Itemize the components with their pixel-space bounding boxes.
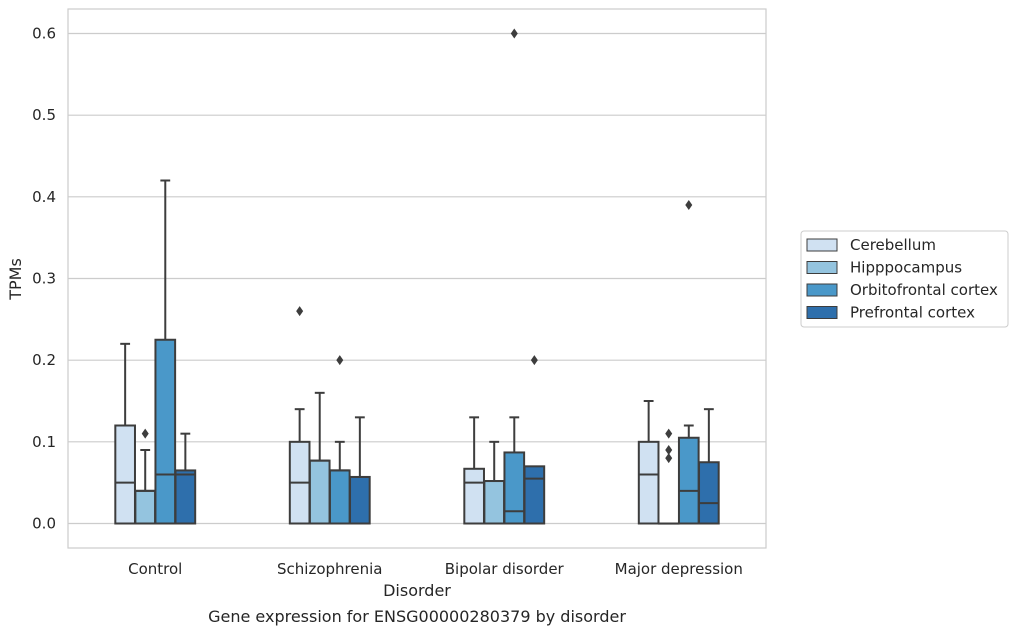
x-axis-title: Disorder xyxy=(383,581,451,600)
box-body xyxy=(308,459,331,525)
outlier-point xyxy=(665,445,673,455)
outlier-point xyxy=(530,355,538,366)
legend-items: Cerebellum Hipppocampus Orbitofrontal cort… xyxy=(806,236,998,322)
box-prefrontal-cortex xyxy=(349,416,371,525)
legend-swatch xyxy=(806,283,838,297)
outlier-point xyxy=(141,428,149,439)
y-tick-label: 0.2 xyxy=(32,351,56,369)
outlier-point xyxy=(685,200,693,210)
box-prefrontal-cortex xyxy=(698,408,720,525)
legend-label: Cerebellum xyxy=(850,236,936,254)
legend-swatch xyxy=(806,238,838,252)
y-tick-label: 0.1 xyxy=(32,433,56,451)
x-tick-labels: Control Schizophrenia Bipolar disorder Majo… xyxy=(128,560,743,578)
box-body xyxy=(174,469,197,525)
x-tick-label: Major depression xyxy=(615,560,743,578)
y-tick-label: 0.0 xyxy=(32,515,56,533)
y-axis-title: TPMs xyxy=(6,258,25,301)
box-body xyxy=(349,475,371,525)
box-body xyxy=(503,451,526,525)
box-body xyxy=(114,424,136,525)
box-orbitofrontal-cortex xyxy=(503,28,526,525)
box-body xyxy=(328,469,351,525)
legend-label: Orbitofrontal cortex xyxy=(850,281,998,299)
legend-label: Hipppocampus xyxy=(850,259,962,277)
box-body xyxy=(463,467,485,525)
y-tick-label: 0.6 xyxy=(32,25,56,43)
box-prefrontal-cortex xyxy=(523,355,546,525)
box-body xyxy=(523,465,546,525)
box-hipppocampus xyxy=(308,391,331,525)
outlier-point xyxy=(665,453,673,464)
box-cerebellum xyxy=(637,400,660,525)
box-orbitofrontal-cortex xyxy=(154,179,177,525)
box-orbitofrontal-cortex xyxy=(677,200,700,525)
box-body xyxy=(134,489,157,525)
y-tick-labels: 0.0 0.1 0.2 0.3 0.4 0.5 0.6 xyxy=(32,25,56,533)
box-cerebellum xyxy=(463,416,485,525)
x-tick-label: Control xyxy=(128,560,182,578)
box-cerebellum xyxy=(114,342,136,525)
outlier-point xyxy=(336,355,344,366)
box-prefrontal-cortex xyxy=(174,432,197,525)
box-hipppocampus xyxy=(657,428,680,525)
legend: Cerebellum Hipppocampus Orbitofrontal cort… xyxy=(800,230,1009,328)
outlier-point xyxy=(296,306,304,317)
box-body xyxy=(698,461,720,525)
legend-frame xyxy=(800,230,1009,328)
box-body xyxy=(677,436,700,525)
box-body xyxy=(637,440,660,525)
legend-label: Prefrontal cortex xyxy=(850,304,975,322)
y-tick-label: 0.4 xyxy=(32,188,56,206)
plot-area xyxy=(67,8,767,549)
box-hipppocampus xyxy=(134,428,157,525)
outlier-point xyxy=(510,28,518,39)
outlier-point xyxy=(665,428,673,439)
legend-swatch xyxy=(806,306,838,319)
y-tick-label: 0.3 xyxy=(32,270,56,288)
x-tick-label: Schizophrenia xyxy=(277,560,382,578)
gridlines xyxy=(68,32,766,525)
box-body xyxy=(483,480,506,525)
box-hipppocampus xyxy=(483,440,506,525)
chart-caption: Gene expression for ENSG00000280379 by d… xyxy=(208,607,626,626)
legend-swatch xyxy=(806,261,838,274)
box-body xyxy=(154,338,177,525)
box-orbitofrontal-cortex xyxy=(328,355,351,525)
boxes xyxy=(114,28,720,525)
x-tick-label: Bipolar disorder xyxy=(445,560,565,578)
y-tick-label: 0.5 xyxy=(32,106,56,124)
box-cerebellum xyxy=(288,306,311,525)
